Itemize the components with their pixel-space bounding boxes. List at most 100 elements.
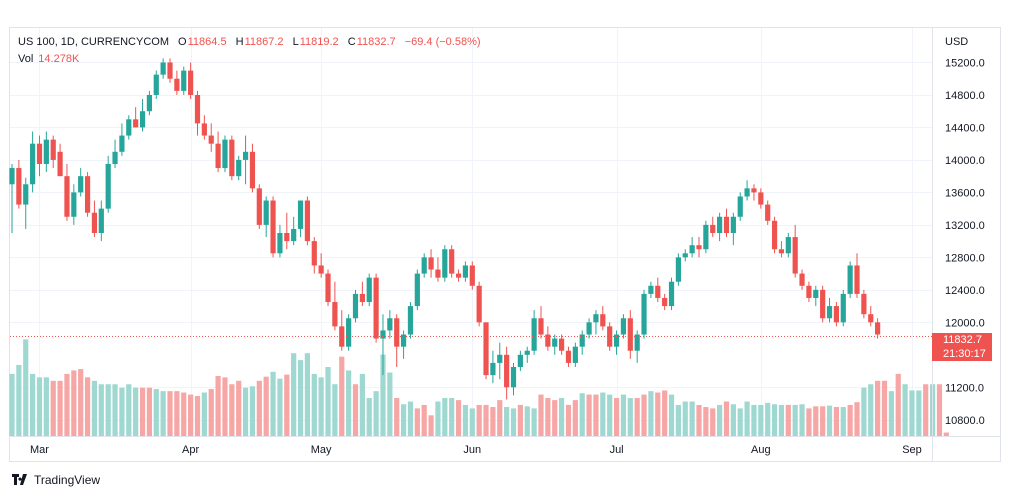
candle-up [730,212,736,246]
volume-bar [510,408,517,436]
volume-bar [133,387,139,436]
candle-up [112,139,118,169]
candle-down [455,269,462,282]
candle-body [263,200,269,225]
volume-bar [758,404,764,436]
candle-down [751,184,757,201]
candle-body [600,314,606,327]
candle-down [84,172,91,217]
candle-down [545,326,551,351]
candle-down [91,200,98,238]
candle-body [126,119,132,136]
volume-bar [256,380,262,436]
volume-bar [126,384,132,436]
candle-body [64,176,70,217]
time-tick-label: Jun [463,444,481,456]
volume-label[interactable]: Vol [18,53,34,65]
volume-bar [559,398,565,436]
volume-bars [9,339,949,436]
volume-bar [545,398,551,436]
candle-body [188,70,194,95]
volume-bar [840,407,846,436]
candle-body [737,196,743,217]
candle-body [613,334,620,347]
candle-down [188,62,194,100]
volume-bar [785,404,791,436]
price-tick-label: 14800.0 [945,90,985,102]
candle-up [263,196,269,238]
volume-bar [641,394,647,436]
candle-down [875,318,881,339]
volume-bar [675,404,681,436]
volume-bar [91,380,98,436]
volume-bar [16,364,22,436]
volume-bar [696,404,702,436]
candle-up [352,289,359,323]
candle-body [490,362,496,376]
volume-bar [806,408,812,436]
candle-body [517,354,523,367]
volume-bar [78,369,84,436]
volume-bar [352,384,359,436]
volume-bar [723,401,730,436]
volume-bar [50,380,56,436]
candle-up [579,330,585,355]
volume-bar [380,354,386,436]
symbol-label[interactable]: US 100, 1D, CURRENCYCOM [18,36,169,48]
candle-body [634,334,640,351]
volume-bar [160,391,166,436]
currency-label[interactable]: USD [945,36,969,48]
candle-up [297,200,304,238]
candle-body [840,293,846,323]
candle-body [455,273,462,278]
candle-body [291,228,297,242]
volume-bar [820,406,826,436]
low-label: L [292,36,299,48]
candle-body [442,249,448,278]
volume-bar [421,404,427,436]
candle-body [71,192,77,217]
candle-body [435,269,441,278]
price-tick-label: 14000.0 [945,155,985,167]
candle-body [311,241,317,266]
volume-bar [201,392,207,436]
volume-bar [346,370,352,436]
candle-body [332,302,338,327]
volume-bar [146,387,152,436]
candle-down [723,208,730,238]
tradingview-logo[interactable]: TradingView [12,473,100,487]
volume-bar [462,404,469,436]
candle-body [620,318,627,335]
candle-down [435,257,441,282]
candle-up [689,237,695,258]
candle-up [160,58,166,79]
candle-body [387,318,393,331]
volume-bar [504,407,510,436]
candle-down [710,216,716,238]
candle-up [648,281,654,298]
volume-bar [359,373,365,436]
candle-body [662,297,668,307]
candle-up [43,131,49,173]
candle-body [146,94,152,112]
candle-up [126,115,132,140]
candle-body [641,293,647,335]
candle-body [421,257,427,274]
candle-body [339,326,345,347]
volume-bar [923,384,929,436]
logo-text: TradingView [34,473,101,487]
bar-countdown-badge: 21:30:17 [932,347,992,361]
candle-down [304,196,311,246]
volume-bar [236,380,242,436]
candle-body [689,245,695,254]
volume-bar [194,395,201,436]
volume-legend: Vol 14.278K [18,53,85,65]
candle-body [57,151,63,177]
candle-body [215,143,221,169]
volume-bar [875,380,881,436]
volume-bar [593,394,599,436]
candle-body [160,62,166,75]
candle-up [490,350,496,384]
volume-bar [744,401,750,436]
